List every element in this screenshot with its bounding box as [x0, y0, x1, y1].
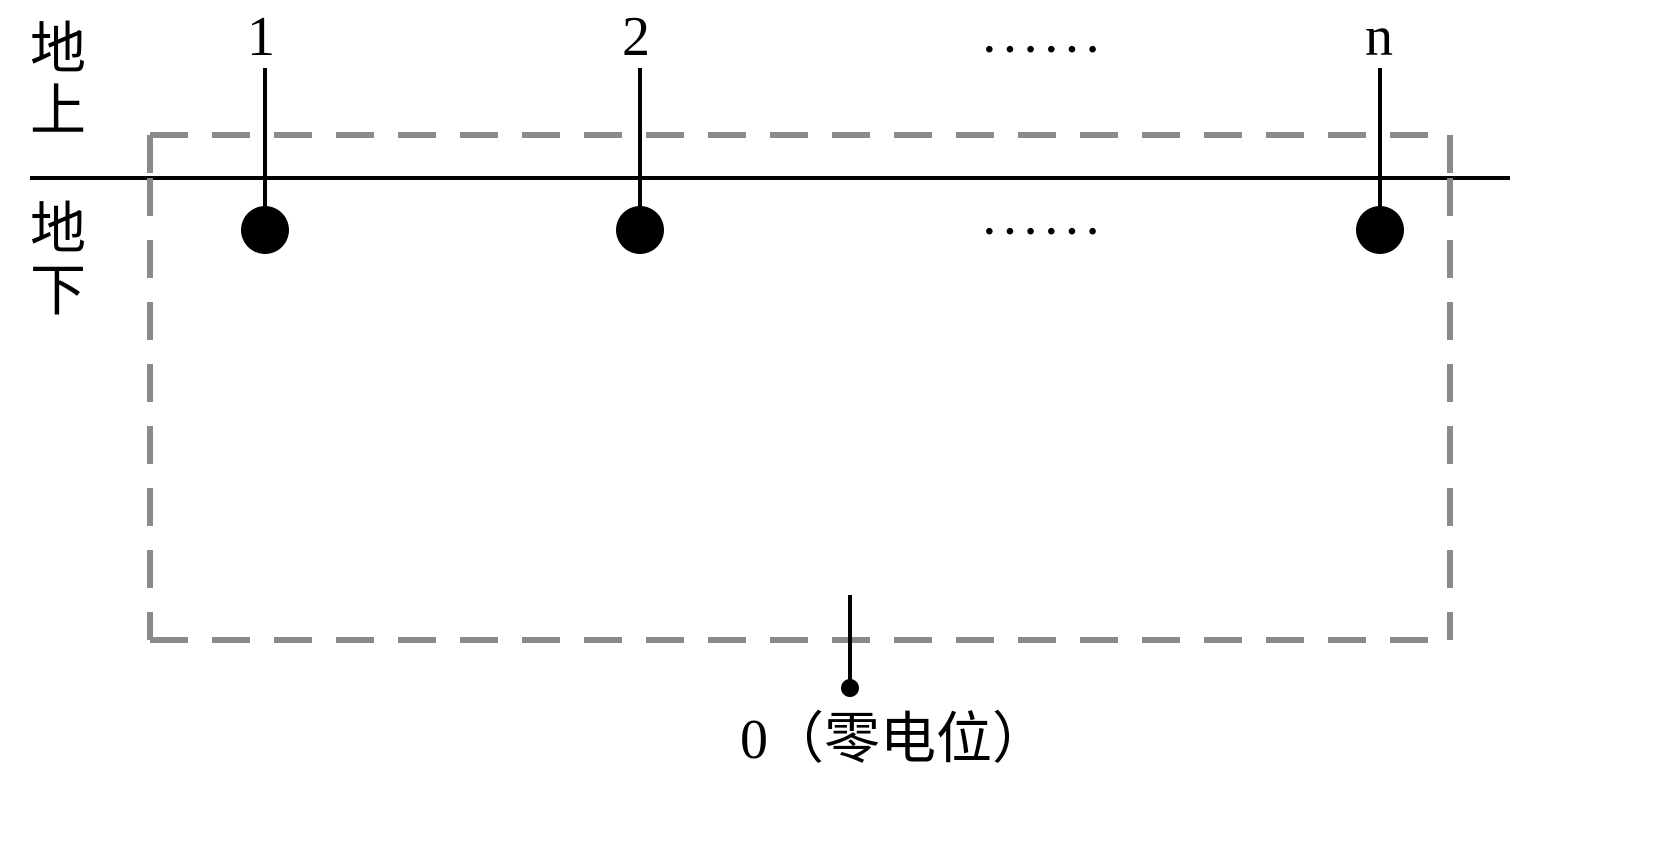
zero-potential-label: 0（零电位）	[740, 710, 1048, 772]
ellipsis-upper: ······	[980, 18, 1104, 82]
below-ground-label: 地下	[30, 200, 86, 323]
above-ground-label: 地上	[30, 20, 86, 143]
diagram-container: 地上 地下 1 2 n ······ ······ 0（零电位）	[0, 0, 1654, 860]
ellipsis-lower: ······	[980, 200, 1104, 264]
node-n-label: n	[1365, 5, 1393, 69]
node-1-label: 1	[247, 5, 275, 69]
zero-terminal-dot	[841, 679, 859, 697]
node-n-dot	[1356, 206, 1404, 254]
node-2-label: 2	[622, 5, 650, 69]
node-1-dot	[241, 206, 289, 254]
node-2-dot	[616, 206, 664, 254]
